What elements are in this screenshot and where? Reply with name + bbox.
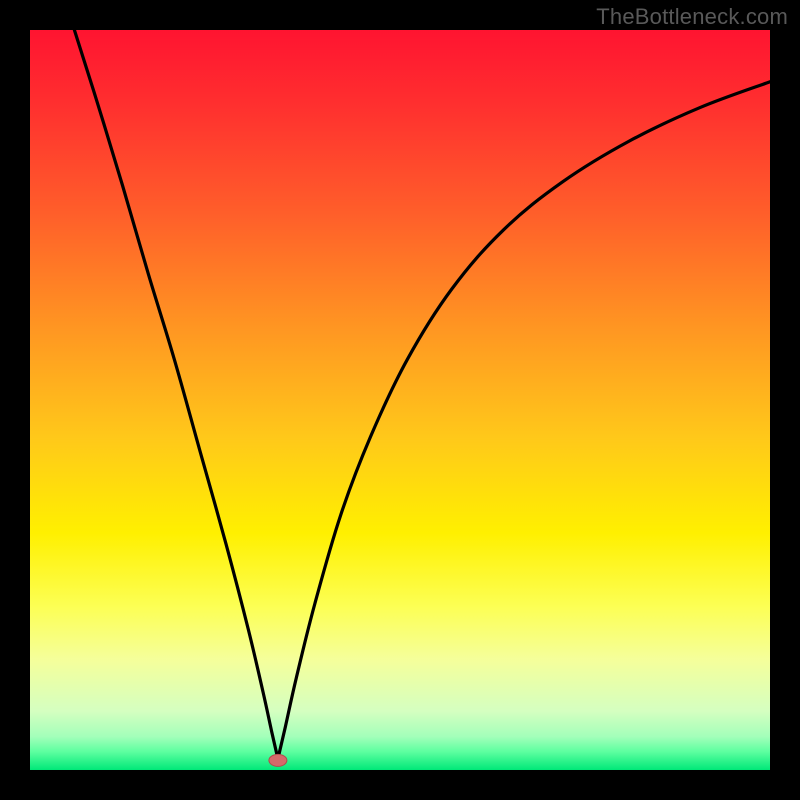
plot-svg (30, 30, 770, 770)
minimum-marker (269, 754, 287, 766)
gradient-background (30, 30, 770, 770)
plot-area (30, 30, 770, 770)
watermark-text: TheBottleneck.com (596, 4, 788, 30)
chart-frame: TheBottleneck.com (0, 0, 800, 800)
